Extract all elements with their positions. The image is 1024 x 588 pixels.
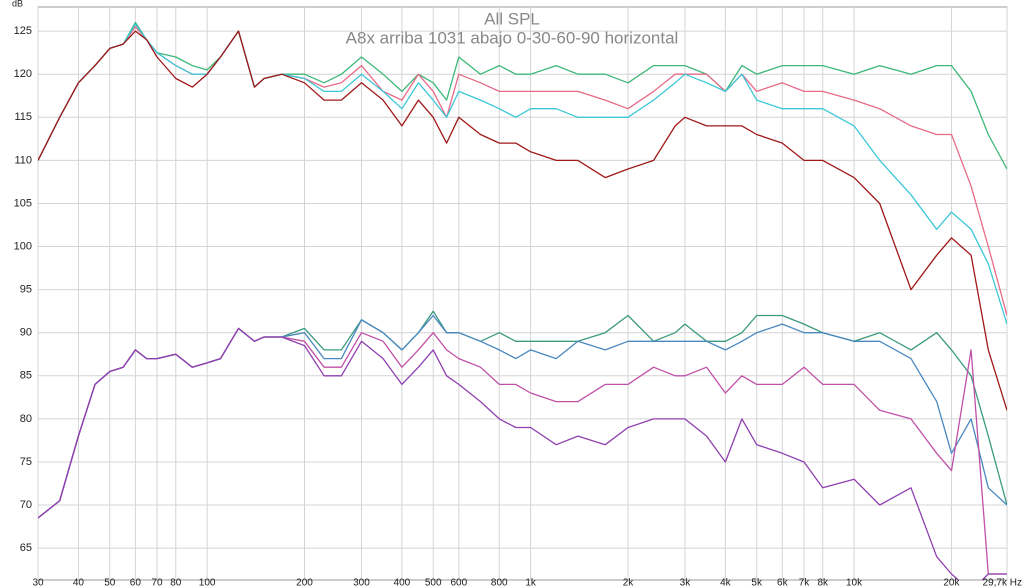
x-tick-label: 20k	[943, 578, 960, 588]
x-tick-label: 70	[151, 578, 163, 588]
y-tick-label: 95	[20, 284, 32, 296]
series-line	[38, 30, 1007, 411]
x-tick-label: 500	[425, 578, 442, 588]
y-tick-label: 90	[20, 327, 32, 339]
series-line	[38, 327, 1007, 580]
y-tick-label: 80	[20, 413, 32, 425]
x-tick-label: 29,7k Hz	[983, 578, 1022, 588]
x-tick-label: 4k	[720, 578, 732, 588]
x-tick-label: 30	[32, 578, 44, 588]
chart-subtitle: A8x arriba 1031 abajo 0-30-60-90 horizon…	[346, 28, 679, 47]
y-tick-label: 65	[20, 542, 32, 554]
series-line	[38, 23, 1007, 325]
y-tick-label: 120	[14, 68, 32, 80]
y-axis-label: dB	[12, 0, 23, 8]
y-tick-label: 100	[14, 240, 32, 252]
x-tick-label: 7k	[799, 578, 811, 588]
chart-title: All SPL	[484, 9, 540, 28]
y-tick-label: 105	[14, 197, 32, 209]
x-tick-label: 200	[296, 578, 313, 588]
y-tick-label: 110	[14, 154, 32, 166]
x-tick-label: 50	[104, 578, 116, 588]
x-tick-label: 600	[451, 578, 468, 588]
x-tick-label: 40	[73, 578, 85, 588]
y-tick-label: 115	[14, 111, 32, 123]
x-tick-label: 800	[491, 578, 508, 588]
y-tick-label: 75	[20, 456, 32, 468]
x-tick-label: 100	[199, 578, 216, 588]
x-tick-label: 3k	[680, 578, 692, 588]
y-tick-label: 70	[20, 499, 32, 511]
x-tick-label: 2k	[623, 578, 635, 588]
y-tick-label: 85	[20, 370, 32, 382]
x-tick-label: 300	[353, 578, 370, 588]
x-tick-label: 400	[394, 578, 411, 588]
y-tick-label: 125	[14, 25, 32, 37]
x-tick-label: 1k	[525, 578, 537, 588]
x-tick-label: 60	[130, 578, 142, 588]
lines	[38, 21, 1007, 580]
x-tick-label: 6k	[777, 578, 789, 588]
x-tick-label: 5k	[751, 578, 763, 588]
x-tick-label: 10k	[846, 578, 863, 588]
plot-area	[37, 6, 1008, 581]
series-line	[38, 21, 1007, 170]
x-tick-label: 8k	[817, 578, 829, 588]
x-tick-label: 80	[170, 578, 182, 588]
